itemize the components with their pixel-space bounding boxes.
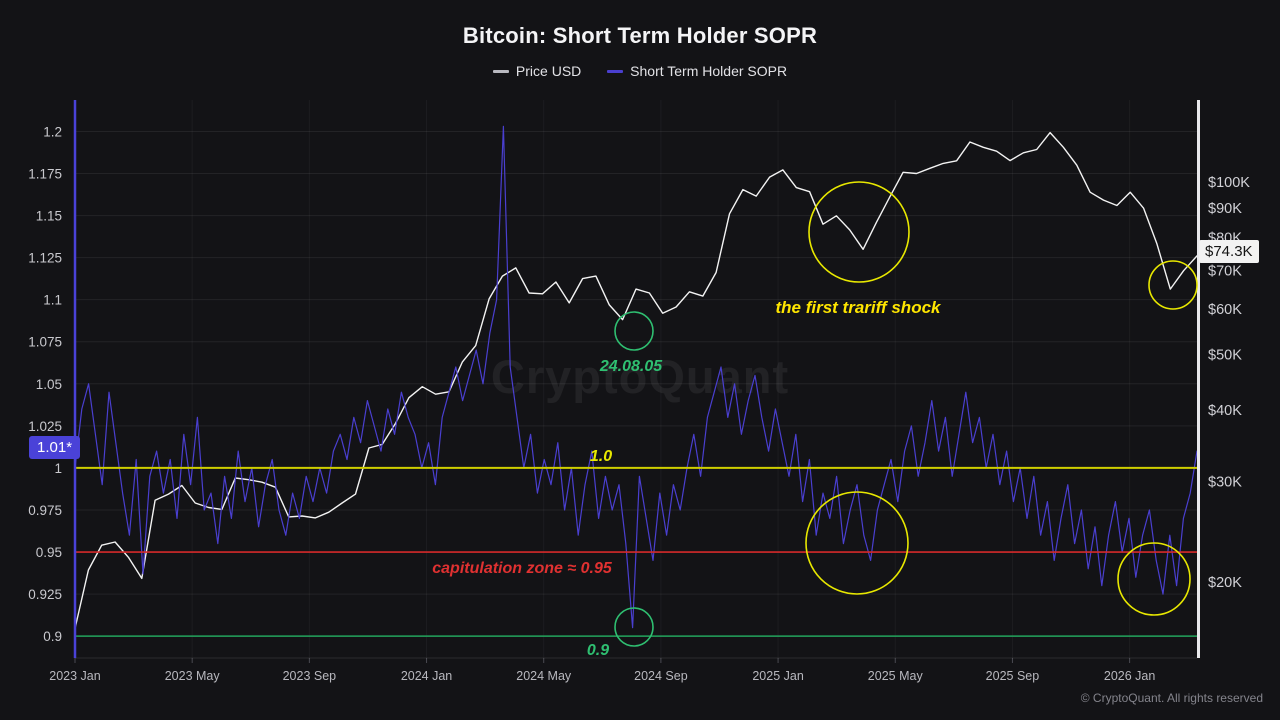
x-axis-tick-label: 2024 Jan	[401, 669, 452, 683]
left-axis-tick-label: 1.1	[43, 293, 62, 308]
sopr-line-swatch-icon	[607, 69, 624, 73]
x-axis-tick-label: 2024 May	[516, 669, 572, 683]
right-axis-tick-label: $100K	[1208, 175, 1250, 191]
annotation-circle	[614, 607, 654, 647]
annotation-text: 24.08.05	[599, 358, 663, 375]
annotation-circle	[1148, 260, 1198, 310]
annotation-circle	[805, 491, 909, 595]
right-axis-tick-label: $70K	[1208, 264, 1242, 280]
left-axis-tick-label: 1.175	[28, 167, 62, 182]
left-axis-tick-label: 0.9	[43, 629, 62, 644]
x-axis-tick-label: 2026 Jan	[1104, 669, 1155, 683]
annotation-circle	[1117, 542, 1191, 616]
left-axis-tick-label: 1.025	[28, 419, 62, 434]
left-axis-tick-label: 1.2	[43, 124, 62, 139]
left-axis-tick-label: 1.125	[28, 251, 62, 266]
price-last-value-badge: $74.3K	[1199, 240, 1259, 263]
x-axis-tick-label: 2025 May	[868, 669, 924, 683]
annotation-text: the first trariff shock	[775, 298, 942, 317]
price-legend-label: Price USD	[515, 63, 582, 79]
right-axis-tick-label: $20K	[1208, 575, 1242, 591]
cryptoquant-watermark: CryptoQuant	[490, 350, 790, 403]
x-axis-tick-label: 2025 Sep	[986, 669, 1040, 683]
annotation-text: capitulation zone ≈ 0.95	[432, 560, 613, 577]
price-line	[74, 131, 1198, 630]
right-axis-tick-label: $30K	[1208, 474, 1242, 490]
x-axis-tick-label: 2024 Sep	[634, 669, 688, 683]
price-line-swatch-icon	[492, 69, 509, 73]
legend-item-sopr: Short Term Holder SOPR	[607, 63, 787, 79]
annotation-circle	[808, 181, 910, 283]
annotation-text: 1.0	[590, 448, 612, 465]
copyright-notice: © CryptoQuant. All rights reserved	[1080, 691, 1263, 705]
left-axis-tick-label: 0.975	[28, 503, 62, 518]
left-axis-tick-label: 1.075	[28, 335, 62, 350]
legend: Price USD Short Term Holder SOPR	[0, 63, 1280, 79]
annotation-text: 0.9	[587, 642, 609, 659]
left-axis-tick-label: 0.95	[36, 545, 62, 560]
chart-title: Bitcoin: Short Term Holder SOPR	[462, 23, 818, 48]
annotation-circle	[614, 311, 654, 351]
left-axis-tick-label: 1	[54, 461, 62, 476]
right-axis-tick-label: $90K	[1208, 201, 1242, 217]
right-axis-tick-label: $60K	[1208, 302, 1242, 318]
sopr-last-value-badge: 1.01*	[29, 436, 81, 459]
left-axis-tick-label: 0.925	[28, 587, 62, 602]
right-axis-tick-label: $50K	[1208, 347, 1242, 363]
legend-item-price: Price USD	[492, 63, 582, 79]
left-axis-tick-label: 1.15	[36, 209, 62, 224]
left-axis-tick-label: 1.05	[36, 377, 62, 392]
x-axis-tick-label: 2023 May	[165, 669, 221, 683]
right-axis-tick-label: $40K	[1208, 403, 1242, 419]
sopr-legend-label: Short Term Holder SOPR	[630, 63, 788, 79]
x-axis-tick-label: 2023 Jan	[49, 669, 100, 683]
x-axis-tick-label: 2025 Jan	[752, 669, 803, 683]
x-axis-tick-label: 2023 Sep	[283, 669, 337, 683]
